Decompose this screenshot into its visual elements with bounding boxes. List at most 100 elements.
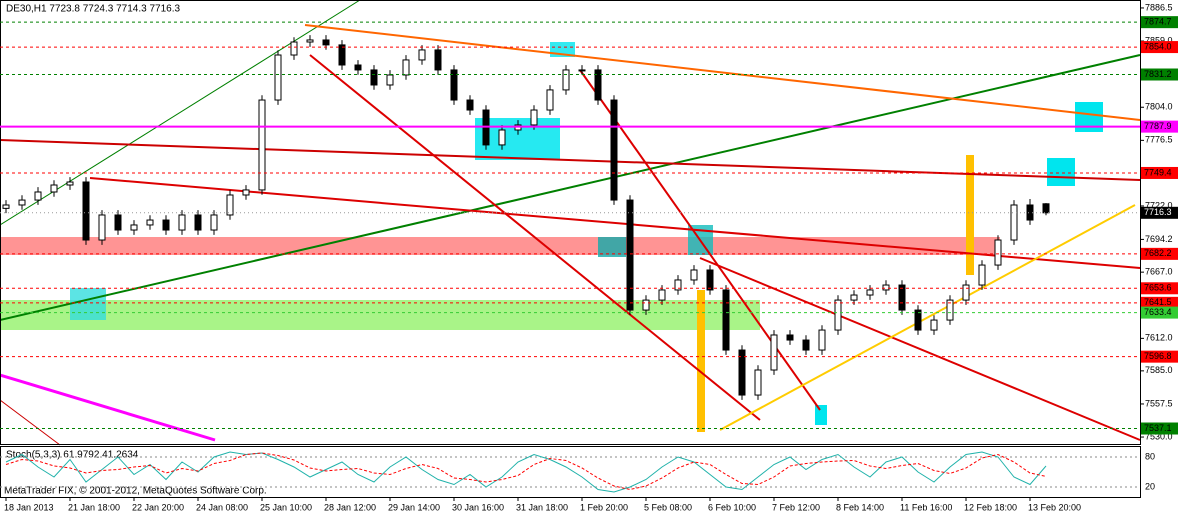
candle-body bbox=[1010, 204, 1018, 241]
level-label-bg bbox=[1141, 350, 1178, 363]
y-tick-label: 7776.5 bbox=[1145, 135, 1173, 145]
level-label-bg bbox=[1141, 422, 1178, 435]
x-tick-label: 25 Jan 10:00 bbox=[260, 502, 312, 512]
candle-body bbox=[930, 319, 938, 331]
trendline bbox=[309, 54, 761, 421]
x-tick-label: 21 Jan 18:00 bbox=[68, 502, 120, 512]
y-tick-label: 7612.0 bbox=[1145, 333, 1173, 343]
y-tick-label: 7722.0 bbox=[1145, 200, 1173, 210]
box bbox=[70, 288, 106, 320]
level-label-bg bbox=[1141, 166, 1178, 179]
candle-body bbox=[706, 269, 714, 291]
candle-body bbox=[178, 214, 186, 231]
candle-body bbox=[322, 39, 330, 46]
level-label-bg bbox=[1141, 247, 1178, 260]
candle-body bbox=[82, 181, 90, 241]
candle-body bbox=[946, 299, 954, 321]
candle-body bbox=[354, 64, 362, 71]
y-tick-label: 7886.5 bbox=[1145, 2, 1173, 12]
candle-body bbox=[690, 269, 698, 281]
stoch-panel bbox=[0, 446, 1141, 498]
candle-body bbox=[594, 69, 602, 101]
y-tick-label: 7530.0 bbox=[1145, 431, 1173, 441]
candle-body bbox=[546, 89, 554, 111]
candle-body bbox=[226, 194, 234, 216]
box bbox=[815, 405, 827, 425]
candle-body bbox=[306, 39, 314, 43]
y-tick-label: 7694.2 bbox=[1145, 234, 1173, 244]
level-label: 7854.0 bbox=[1144, 41, 1172, 51]
trendline bbox=[304, 24, 1141, 121]
level-label-bg bbox=[1141, 306, 1178, 319]
x-tick-label: 29 Jan 14:00 bbox=[388, 502, 440, 512]
trendline bbox=[719, 204, 1136, 431]
candle-body bbox=[786, 334, 794, 341]
candle-body bbox=[674, 279, 682, 291]
candle-body bbox=[818, 329, 826, 351]
trendline bbox=[699, 257, 1141, 441]
candle-body bbox=[2, 204, 10, 209]
y-tick-label: 80 bbox=[1145, 451, 1155, 461]
candle-body bbox=[98, 214, 106, 241]
level-label: 7749.4 bbox=[1144, 167, 1172, 177]
x-tick-label: 6 Feb 10:00 bbox=[708, 502, 756, 512]
level-label: 7537.1 bbox=[1144, 423, 1172, 433]
candle-body bbox=[626, 199, 634, 311]
level-label: 7831.2 bbox=[1144, 69, 1172, 79]
bar-drawing bbox=[697, 290, 705, 432]
level-label: 7787.9 bbox=[1144, 121, 1172, 131]
x-tick-label: 12 Feb 18:00 bbox=[964, 502, 1017, 512]
candle-body bbox=[338, 44, 346, 66]
candle-body bbox=[658, 289, 666, 301]
trendline bbox=[0, 373, 216, 442]
candle-body bbox=[914, 309, 922, 331]
x-tick-label: 11 Feb 16:00 bbox=[900, 502, 952, 512]
candle-body bbox=[562, 69, 570, 91]
y-tick-label: 7859.0 bbox=[1145, 35, 1173, 45]
x-tick-label: 24 Jan 08:00 bbox=[196, 502, 248, 512]
y-tick-label: 7667.0 bbox=[1145, 267, 1173, 277]
candle-body bbox=[50, 184, 58, 193]
candle-body bbox=[642, 299, 650, 311]
level-label: 7653.6 bbox=[1144, 283, 1172, 293]
candle-body bbox=[802, 339, 810, 351]
y-tick-label: 7557.5 bbox=[1145, 398, 1173, 408]
candle-body bbox=[130, 224, 138, 231]
zone bbox=[0, 237, 1000, 255]
candle-body bbox=[610, 99, 618, 201]
candle-body bbox=[466, 99, 474, 111]
candle-body bbox=[738, 349, 746, 396]
x-tick-label: 31 Jan 18:00 bbox=[516, 502, 568, 512]
candle-body bbox=[242, 189, 250, 196]
candle-body bbox=[978, 264, 986, 286]
candle-body bbox=[386, 74, 394, 86]
candle-body bbox=[194, 214, 202, 231]
indicator-label: Stoch(5,3,3) 61.9792 41.2634 bbox=[6, 450, 139, 461]
x-tick-label: 7 Feb 12:00 bbox=[772, 502, 820, 512]
level-label: 7682.2 bbox=[1144, 248, 1172, 258]
level-label-bg bbox=[1141, 296, 1178, 309]
level-label-bg bbox=[1141, 68, 1178, 81]
bar-drawing bbox=[966, 155, 974, 275]
level-label: 7874.7 bbox=[1144, 17, 1172, 27]
stoch-line bbox=[5, 451, 1047, 493]
candle-body bbox=[962, 284, 970, 301]
x-tick-label: 13 Feb 20:00 bbox=[1028, 502, 1081, 512]
candle-body bbox=[434, 49, 442, 71]
candle-body bbox=[114, 214, 122, 231]
candle-body bbox=[498, 129, 506, 146]
candle-body bbox=[450, 69, 458, 101]
level-label-bg bbox=[1141, 282, 1178, 295]
chart-header: DE30,H1 7723.8 7724.3 7714.3 7716.3 bbox=[6, 4, 180, 15]
trendline bbox=[0, 399, 61, 446]
x-tick-label: 22 Jan 20:00 bbox=[132, 502, 184, 512]
x-tick-label: 30 Jan 16:00 bbox=[452, 502, 504, 512]
candle-body bbox=[210, 214, 218, 231]
candle-body bbox=[66, 181, 74, 186]
box bbox=[598, 237, 626, 257]
candle-body bbox=[898, 284, 906, 311]
y-tick-label: 20 bbox=[1145, 481, 1155, 491]
candle-body bbox=[722, 289, 730, 351]
candle-body bbox=[290, 41, 298, 56]
candle-body bbox=[34, 191, 42, 201]
